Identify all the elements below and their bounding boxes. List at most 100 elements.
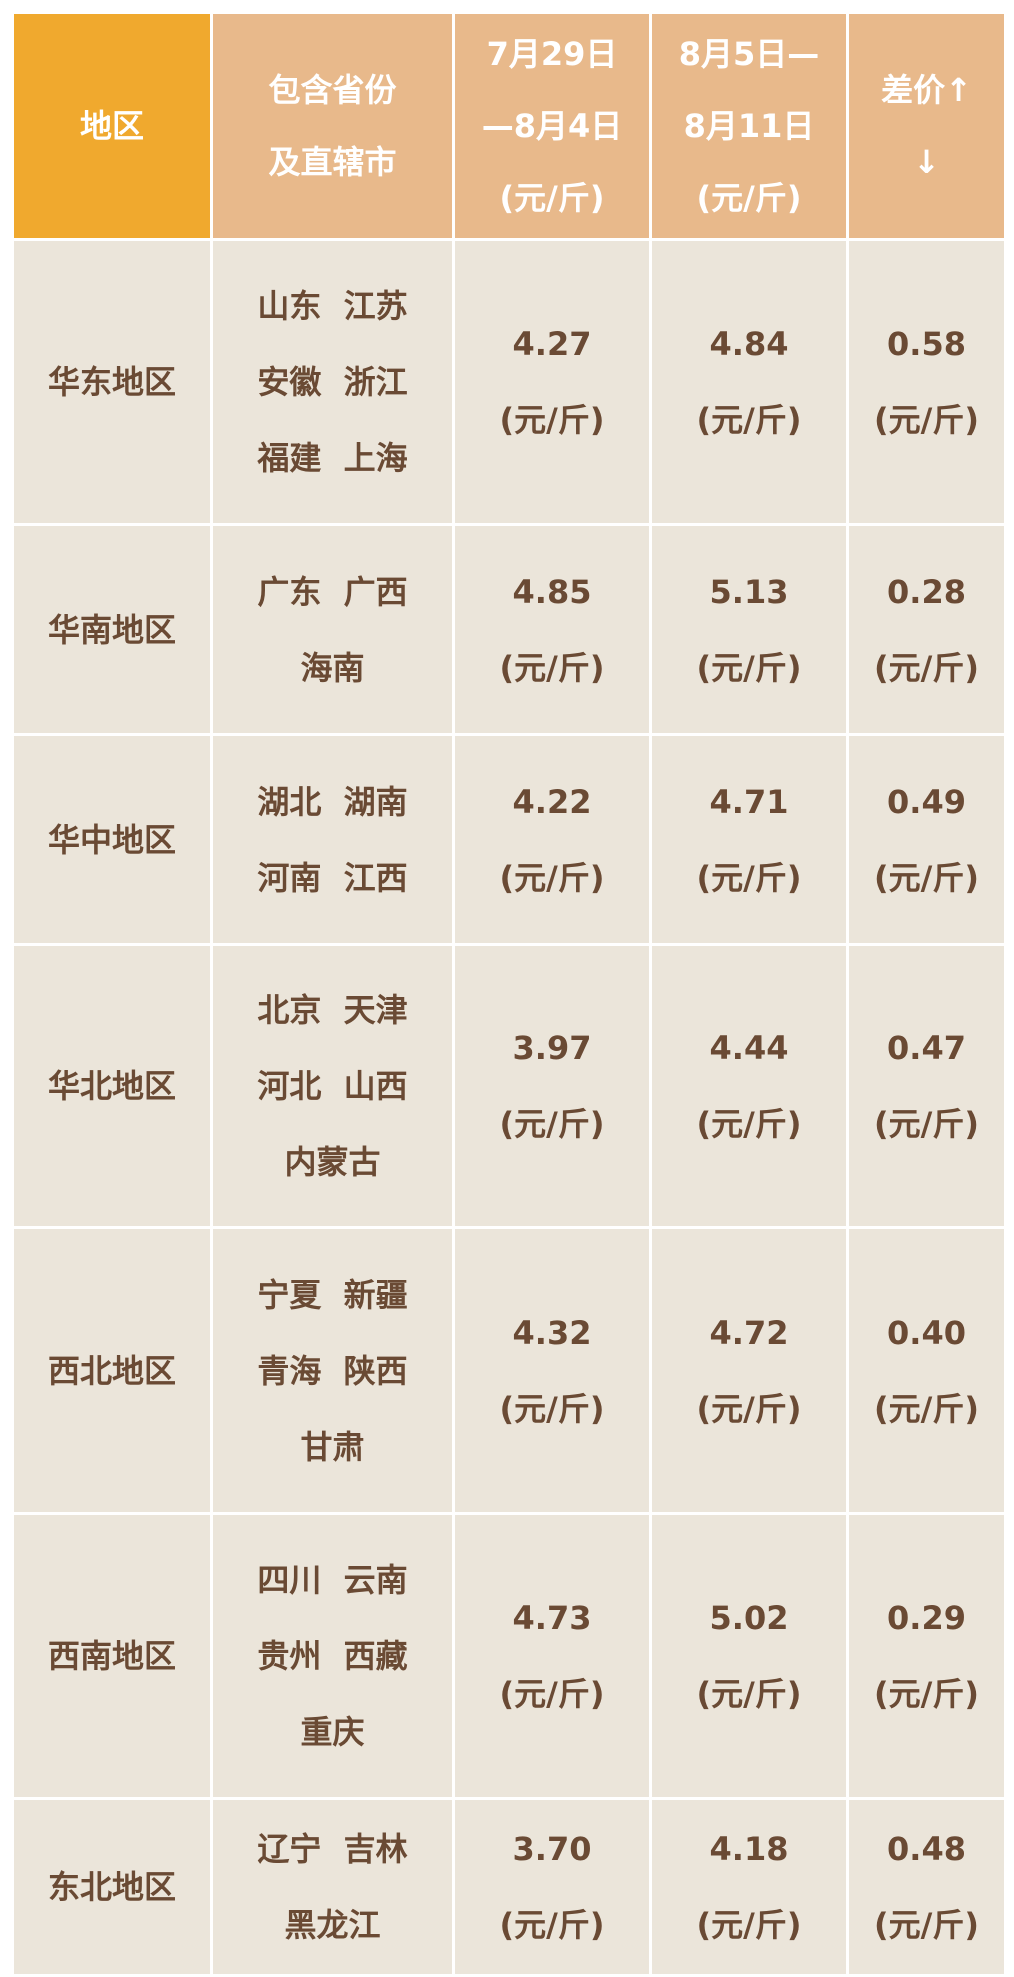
header-cell: 差价↑ ↓ <box>849 14 1004 238</box>
provinces-cell: 广东 广西 海南 <box>213 526 452 733</box>
price-cell: 0.28 (元/斤) <box>849 526 1004 733</box>
cell-line: 贵州 西藏 <box>257 1637 408 1675</box>
cell-line: 地区 <box>79 107 144 145</box>
cell-line: 3.70 <box>512 1830 592 1868</box>
cell-line: 宁夏 新疆 <box>257 1275 408 1314</box>
provinces-cell: 宁夏 新疆 青海 陕西 甘肃 <box>213 1229 452 1512</box>
region-cell: 东北地区 <box>14 1800 210 1974</box>
cell-line: (元/斤) <box>499 1389 605 1428</box>
price-cell: 5.02 (元/斤) <box>652 1515 846 1797</box>
cell-line: 4.44 <box>709 1029 789 1067</box>
cell-line: 4.22 <box>512 782 592 821</box>
cell-line: (元/斤) <box>696 858 802 897</box>
table-row: 华东地区 山东 江苏 安徽 浙江 福建 上海 4.27 (元/斤) 4.84 (元/斤) 0.5… <box>14 241 1004 523</box>
price-cell: 4.73 (元/斤) <box>455 1515 649 1797</box>
price-cell: 4.22 (元/斤) <box>455 736 649 943</box>
price-cell: 4.85 (元/斤) <box>455 526 649 733</box>
price-cell: 3.70 (元/斤) <box>455 1800 649 1974</box>
cell-line: 0.58 <box>887 325 966 363</box>
cell-line: 辽宁 吉林 <box>257 1830 408 1868</box>
cell-line: (元/斤) <box>696 1389 802 1428</box>
cell-line: 7月29日 <box>486 35 618 73</box>
cell-line: (元/斤) <box>499 1906 605 1944</box>
region-cell: 华南地区 <box>14 526 210 733</box>
price-cell: 4.71 (元/斤) <box>652 736 846 943</box>
cell-line: 及直辖市 <box>268 143 397 181</box>
cell-line: 4.18 <box>709 1830 789 1868</box>
cell-line: (元/斤) <box>696 401 802 439</box>
cell-line: (元/斤) <box>696 1675 802 1713</box>
price-cell: 5.13 (元/斤) <box>652 526 846 733</box>
cell-line: 河南 江西 <box>257 858 408 897</box>
cell-line: 福建 上海 <box>257 439 408 477</box>
cell-line: 0.29 <box>887 1599 966 1637</box>
price-table: 地区 包含省份及直辖市 7月29日 —8月4日 (元/斤) 8月5日— 8月11日 (元/斤)… <box>11 11 1007 1977</box>
cell-line: (元/斤) <box>499 858 605 897</box>
cell-line: 湖北 湖南 <box>257 782 408 821</box>
price-cell: 3.97 (元/斤) <box>455 946 649 1226</box>
cell-line: 内蒙古 <box>284 1143 381 1181</box>
cell-line: ↓ <box>913 143 940 181</box>
region-cell: 西北地区 <box>14 1229 210 1512</box>
table-row: 华北地区 北京 天津 河北 山西 内蒙古 3.97 (元/斤) 4.44 (元/斤) 0.47(… <box>14 946 1004 1226</box>
provinces-cell: 湖北 湖南河南 江西 <box>213 736 452 943</box>
price-cell: 0.48 (元/斤) <box>849 1800 1004 1974</box>
cell-line: —8月4日 <box>481 107 623 145</box>
table-row: 西南地区 四川 云南 贵州 西藏 重庆 4.73 (元/斤) 5.02 (元/斤) 0.29 (元… <box>14 1515 1004 1797</box>
cell-line: 8月5日— <box>678 35 820 73</box>
cell-line: 4.84 <box>709 325 789 363</box>
price-cell: 0.58 (元/斤) <box>849 241 1004 523</box>
cell-line: (元/斤) <box>874 1906 979 1944</box>
cell-line: 北京 天津 <box>257 991 408 1029</box>
cell-line: 5.13 <box>709 572 789 611</box>
cell-line: 4.32 <box>512 1313 592 1352</box>
header-cell: 8月5日— 8月11日 (元/斤) <box>652 14 846 238</box>
table-row: 西北地区 宁夏 新疆 青海 陕西 甘肃 4.32 (元/斤) 4.72 (元/斤) 0.40 (元… <box>14 1229 1004 1512</box>
price-cell: 4.84 (元/斤) <box>652 241 846 523</box>
table-row: 东北地区 辽宁 吉林 黑龙江 3.70 (元/斤) 4.18 (元/斤) 0.48 (元/斤) <box>14 1800 1004 1974</box>
header-cell: 7月29日 —8月4日 (元/斤) <box>455 14 649 238</box>
cell-line: 4.71 <box>709 782 789 821</box>
price-cell: 0.40 (元/斤) <box>849 1229 1004 1512</box>
provinces-cell: 山东 江苏安徽 浙江福建 上海 <box>213 241 452 523</box>
price-cell: 0.49 (元/斤) <box>849 736 1004 943</box>
header-cell: 包含省份 及直辖市 <box>213 14 452 238</box>
price-cell: 4.72 (元/斤) <box>652 1229 846 1512</box>
cell-line: 5.02 <box>709 1599 789 1637</box>
cell-line: (元/斤) <box>874 1105 979 1143</box>
cell-line: (元/斤) <box>499 401 605 439</box>
price-cell: 0.47 (元/斤) <box>849 946 1004 1226</box>
cell-line: 海南 <box>300 648 365 687</box>
provinces-cell: 四川 云南 贵州 西藏 重庆 <box>213 1515 452 1797</box>
cell-line: 3.97 <box>512 1029 592 1067</box>
price-cell: 4.44 (元/斤) <box>652 946 846 1226</box>
cell-line: (元/斤) <box>874 1675 979 1713</box>
region-cell: 华东地区 <box>14 241 210 523</box>
cell-line: (元/斤) <box>874 1389 979 1428</box>
cell-line: (元/斤) <box>696 179 802 217</box>
header-cell: 地区 <box>14 14 210 238</box>
cell-line: 8月11日 <box>683 107 815 145</box>
cell-line: 安徽 浙江 <box>257 363 408 401</box>
price-cell: 4.27 (元/斤) <box>455 241 649 523</box>
cell-line: (元/斤) <box>696 1105 802 1143</box>
cell-line: (元/斤) <box>874 401 979 439</box>
region-cell: 西南地区 <box>14 1515 210 1797</box>
price-cell: 0.29 (元/斤) <box>849 1515 1004 1797</box>
cell-line: 0.47 <box>887 1029 966 1067</box>
cell-line: 4.72 <box>709 1313 789 1352</box>
cell-line: 山东 江苏 <box>257 287 408 325</box>
cell-line: (元/斤) <box>874 648 979 687</box>
cell-line: (元/斤) <box>499 648 605 687</box>
cell-line: 0.48 <box>887 1830 966 1868</box>
table-row: 华南地区 广东 广西 海南 4.85 (元/斤) 5.13 (元/斤) 0.28 (元/斤) <box>14 526 1004 733</box>
cell-line: (元/斤) <box>499 1105 605 1143</box>
cell-line: (元/斤) <box>874 858 979 897</box>
cell-line: 0.49 <box>887 782 966 821</box>
region-cell: 华中地区 <box>14 736 210 943</box>
cell-line: 包含省份 <box>268 71 397 109</box>
cell-line: 0.40 <box>887 1313 966 1352</box>
provinces-cell: 北京 天津 河北 山西 内蒙古 <box>213 946 452 1226</box>
price-cell: 4.18 (元/斤) <box>652 1800 846 1974</box>
cell-line: 四川 云南 <box>257 1561 408 1599</box>
